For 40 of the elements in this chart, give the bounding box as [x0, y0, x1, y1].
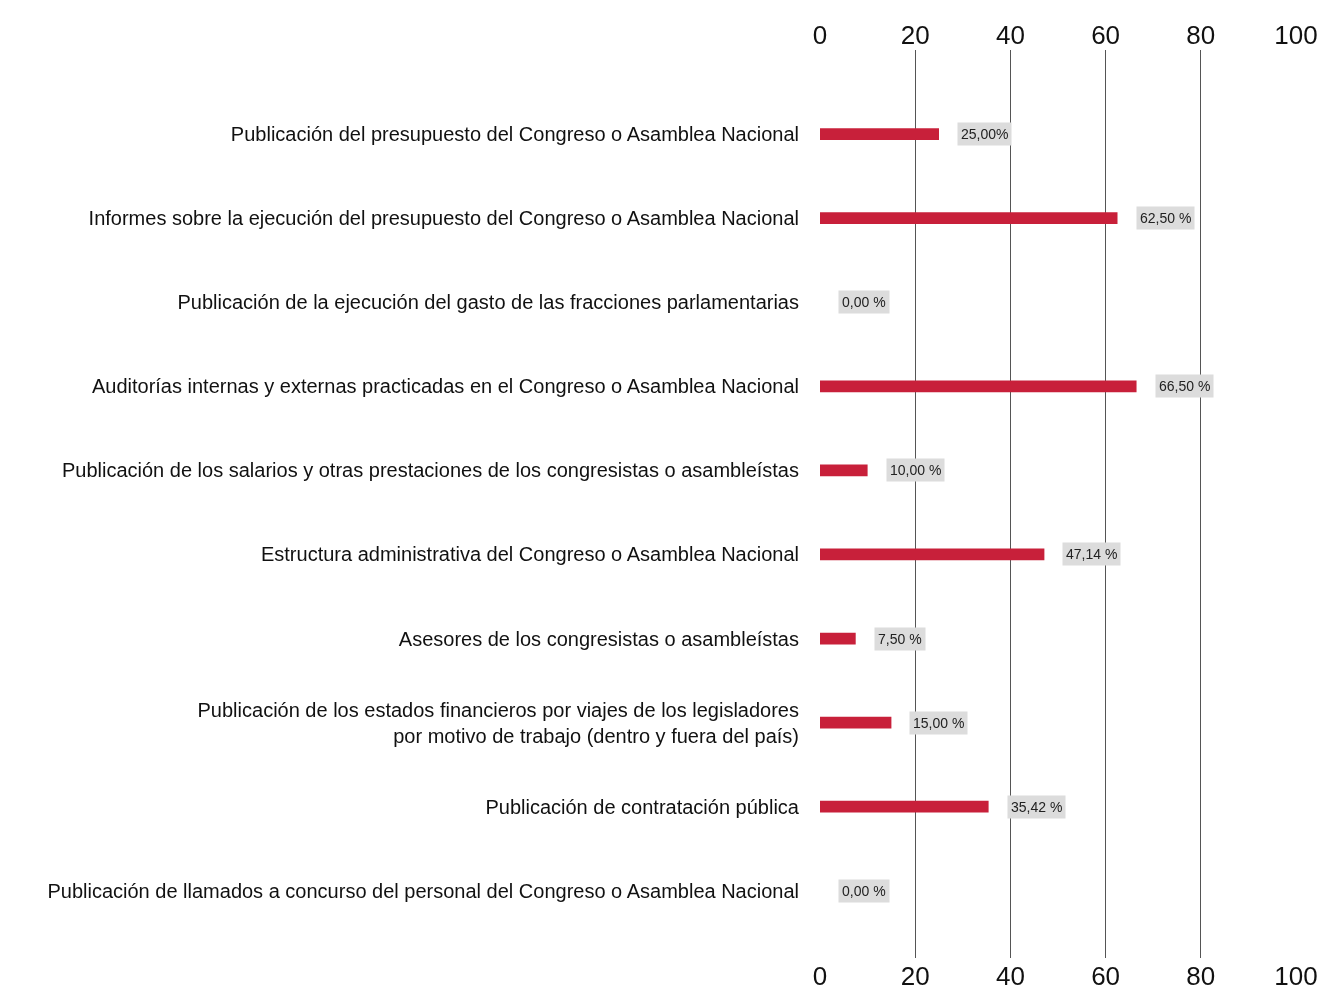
data-label: 25,00%	[961, 126, 1009, 142]
data-label: 15,00 %	[913, 715, 965, 731]
data-label: 47,14 %	[1066, 546, 1118, 562]
x-tick-label: 100	[1274, 961, 1318, 991]
x-tick-label: 20	[900, 961, 930, 991]
y-tick-label: Informes sobre la ejecución del presupuesto del Congreso o Asamblea Nacional	[88, 207, 799, 230]
x2-tick-label: 80	[1186, 19, 1216, 50]
y-tick-label: Publicación de la ejecución del gasto de las fracciones parlamentarias	[177, 291, 799, 314]
bar	[820, 800, 989, 813]
bar	[820, 716, 892, 729]
bar	[820, 464, 868, 477]
bar	[820, 632, 856, 645]
x2-tick-label: 20	[900, 19, 930, 50]
y-tick-label: Publicación del presupuesto del Congreso o Asamblea Nacional	[230, 123, 799, 146]
y-tick-label: Publicación de los estados financieros por viajes de los legisladores por motivo de trabajo (dentro y fuera del país)	[197, 698, 799, 747]
y-tick-label: Asesores de los congresistas o asambleístas	[398, 627, 799, 650]
data-label: 0,00 %	[842, 294, 886, 310]
bar	[820, 548, 1045, 561]
data-label: 66,50 %	[1159, 378, 1211, 394]
data-label: 62,50 %	[1140, 210, 1192, 226]
bar	[820, 128, 939, 140]
x2-tick-label: 100	[1274, 19, 1318, 50]
data-label: 10,00 %	[890, 462, 942, 478]
x2-tick-label: 0	[812, 19, 828, 50]
y-tick-label: Estructura administrativa del Congreso o Asamblea Nacional	[260, 543, 799, 566]
data-label: 7,50 %	[878, 631, 922, 647]
y-tick-label: Publicación de contratación pública	[485, 795, 800, 818]
x-tick-label: 80	[1186, 961, 1216, 991]
bar	[820, 212, 1118, 225]
bar	[820, 380, 1137, 393]
x-tick-label: 40	[995, 961, 1025, 991]
x-tick-label: 60	[1091, 961, 1121, 991]
x2-tick-label: 40	[995, 19, 1025, 50]
y-tick-label: Auditorías internas y externas practicadas en el Congreso o Asamblea Nacional	[91, 375, 799, 398]
x2-tick-label: 60	[1091, 19, 1121, 50]
data-label: 0,00 %	[842, 883, 886, 899]
y-tick-label: Publicación de los salarios y otras prestaciones de los congresistas o asambleístas	[61, 459, 799, 482]
data-label: 35,42 %	[1011, 799, 1063, 815]
x-tick-label: 0	[812, 961, 828, 991]
y-tick-label: Publicación de llamados a concurso del personal del Congreso o Asamblea Nacional	[47, 879, 799, 902]
